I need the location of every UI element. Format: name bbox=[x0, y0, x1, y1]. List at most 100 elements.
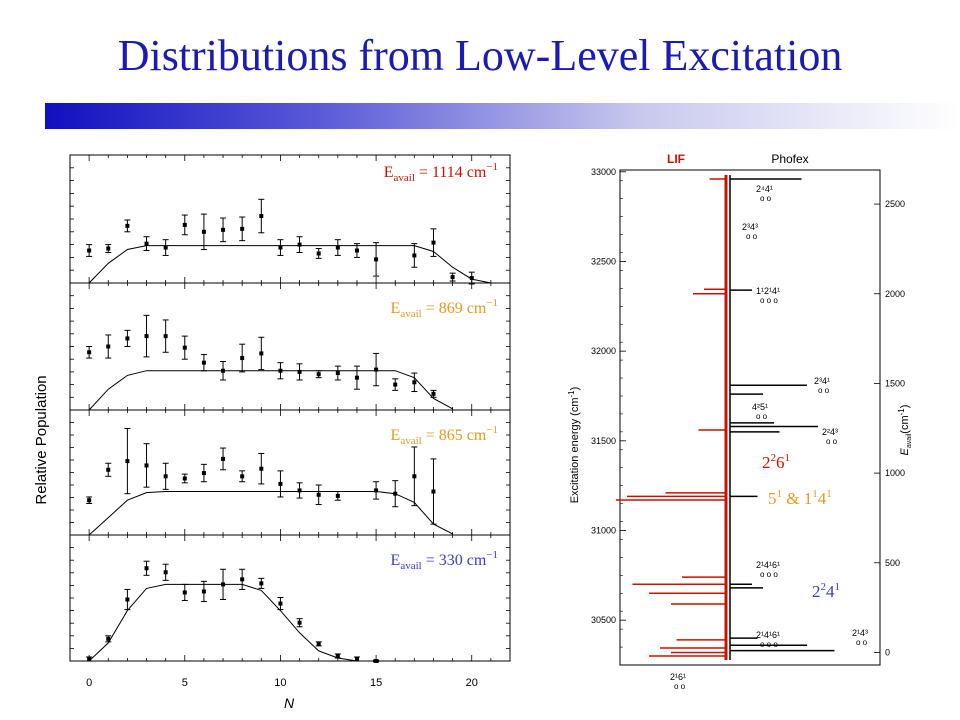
band-assignment-sublabel: o o o bbox=[760, 296, 778, 305]
data-point bbox=[163, 474, 168, 479]
x-tick-label: 0 bbox=[86, 677, 92, 689]
data-point bbox=[297, 242, 302, 247]
data-point bbox=[259, 466, 264, 471]
left-tick-label: 31500 bbox=[591, 436, 616, 446]
data-point bbox=[412, 474, 417, 479]
data-point bbox=[297, 488, 302, 493]
spectrum-right-axis-title: Eavail(cm-1) bbox=[897, 405, 913, 456]
data-point bbox=[201, 360, 206, 365]
data-point bbox=[106, 344, 111, 349]
band-assignment-sublabel: o o bbox=[856, 638, 868, 647]
left-tick-label: 32500 bbox=[591, 256, 616, 266]
band-assignment-sublabel: o o o bbox=[760, 570, 778, 579]
data-point bbox=[316, 492, 321, 497]
band-assignment-label: 2²4³ bbox=[822, 427, 838, 437]
band-assignment-label: 2¹4³ bbox=[852, 628, 868, 638]
right-tick-label: 1000 bbox=[885, 468, 905, 478]
band-assignment-label: 4²5¹ bbox=[752, 402, 768, 412]
data-point bbox=[201, 229, 206, 234]
data-point bbox=[278, 481, 283, 486]
data-point bbox=[335, 245, 340, 250]
data-point bbox=[278, 601, 283, 606]
data-point bbox=[163, 245, 168, 250]
left-tick-label: 32000 bbox=[591, 346, 616, 356]
population-panel-1: Eavail = 1114 cm−1 bbox=[69, 154, 511, 285]
data-point bbox=[374, 257, 379, 262]
data-point bbox=[182, 590, 187, 595]
data-point bbox=[87, 350, 92, 355]
band-assignment-sublabel: o o o bbox=[760, 640, 778, 649]
right-tick-label: 500 bbox=[885, 558, 900, 568]
band-assignment-label: 2¹6¹ bbox=[670, 672, 686, 682]
overlay-5-1-and-1-1-4-1: 51 & 1141 bbox=[768, 488, 832, 508]
data-point bbox=[125, 336, 130, 341]
band-assignment-label: 2¹4¹6¹ bbox=[756, 560, 780, 570]
data-point bbox=[221, 582, 226, 587]
data-point bbox=[221, 368, 226, 373]
data-point bbox=[144, 463, 149, 468]
data-point bbox=[182, 345, 187, 350]
data-point bbox=[201, 589, 206, 594]
panel-energy-label: Eavail = 869 cm−1 bbox=[391, 297, 498, 320]
band-assignment-sublabel: o o bbox=[674, 682, 686, 691]
panel-energy-label: Eavail = 865 cm−1 bbox=[391, 424, 498, 447]
data-point bbox=[431, 240, 436, 245]
spectrum-left-axis-title: Excitation energy (cm-1) bbox=[567, 387, 581, 504]
title-gradient-bar bbox=[45, 103, 960, 129]
band-assignment-label: 2⁴4¹ bbox=[756, 184, 773, 194]
overlay-2-2-6-1: 2261 bbox=[762, 452, 790, 472]
band-assignment-sublabel: o o bbox=[826, 437, 838, 446]
data-point bbox=[374, 367, 379, 372]
spectrum-frame bbox=[619, 169, 881, 666]
data-point bbox=[221, 227, 226, 232]
band-assignment-sublabel: o o bbox=[756, 412, 768, 421]
data-point bbox=[259, 214, 264, 219]
data-point bbox=[412, 380, 417, 385]
right-tick-label: 2000 bbox=[885, 289, 905, 299]
fit-curve bbox=[88, 370, 453, 411]
data-point bbox=[182, 476, 187, 481]
data-point bbox=[125, 597, 130, 602]
data-point bbox=[374, 659, 379, 663]
spectrum-panel: 30500 31000 31500 32000 32500 33000 0 500 1000 15… bbox=[567, 152, 913, 691]
overlay-2-2-4-1: 2241 bbox=[812, 581, 840, 601]
data-point bbox=[316, 251, 321, 256]
right-tick-label: 1500 bbox=[885, 378, 905, 388]
data-point bbox=[278, 368, 283, 373]
fit-curve bbox=[88, 245, 491, 284]
population-panel-3: Eavail = 865 cm−1 bbox=[69, 409, 511, 536]
band-assignment-label: 2¹4¹6¹ bbox=[756, 630, 780, 640]
data-point bbox=[297, 620, 302, 625]
panel-energy-label: Eavail = 1114 cm−1 bbox=[384, 161, 498, 184]
data-point bbox=[163, 570, 168, 575]
data-point bbox=[106, 246, 111, 251]
left-tick-label: 31000 bbox=[591, 525, 616, 535]
data-point bbox=[125, 459, 130, 464]
data-point bbox=[125, 223, 130, 228]
x-axis-title: N bbox=[284, 695, 295, 711]
data-point bbox=[354, 375, 359, 380]
data-point bbox=[240, 226, 245, 231]
data-point bbox=[240, 474, 245, 479]
left-tick-label: 33000 bbox=[591, 167, 616, 177]
fit-curve bbox=[88, 491, 453, 536]
band-assignment-label: 1¹2¹4¹ bbox=[756, 286, 780, 296]
data-point bbox=[374, 488, 379, 493]
legend-lif: LIF bbox=[667, 152, 685, 166]
data-point bbox=[240, 356, 245, 361]
data-point bbox=[278, 245, 283, 250]
band-assignment-sublabel: o o bbox=[818, 386, 830, 395]
data-point bbox=[316, 372, 321, 377]
band-assignment-sublabel: o o bbox=[746, 232, 758, 241]
data-point bbox=[182, 222, 187, 227]
data-point bbox=[469, 276, 474, 281]
slide-title: Distributions from Low-Level Excitation bbox=[117, 31, 843, 80]
data-point bbox=[393, 382, 398, 387]
band-assignment-label: 2³4¹ bbox=[814, 376, 830, 386]
panel-energy-label: Eavail = 330 cm−1 bbox=[391, 549, 498, 572]
data-point bbox=[335, 493, 340, 498]
right-tick-label: 2500 bbox=[885, 199, 905, 209]
data-point bbox=[259, 581, 264, 586]
data-point bbox=[259, 351, 264, 356]
